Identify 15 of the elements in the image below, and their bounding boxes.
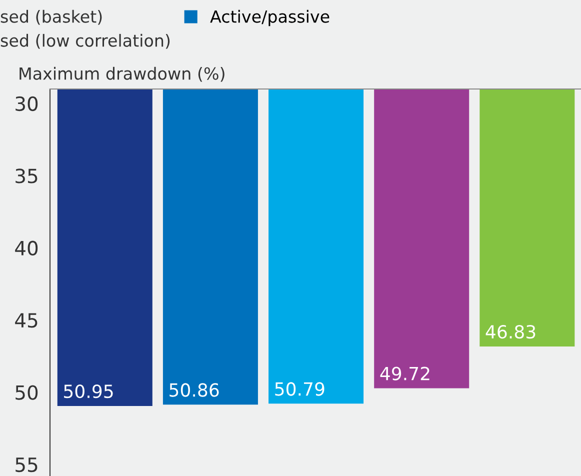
text: sed (basket) — [0, 10, 102, 25]
y-tick-label: 50 — [16, 385, 38, 400]
text: sed (low correlation) — [0, 34, 170, 49]
y-tick-label: 35 — [16, 168, 38, 184]
data-label: 50.86 — [170, 383, 219, 397]
y-tick-label: 30 — [16, 96, 38, 112]
y-tick-label: 45 — [15, 313, 38, 328]
data-label: 50.95 — [64, 384, 113, 398]
data-label: 49.72 — [380, 366, 430, 380]
data-label: 46.83 — [486, 324, 536, 339]
y-tick-label: 40 — [15, 240, 38, 256]
legend-label: Active/passive — [210, 10, 330, 26]
y-tick-label: 55 — [16, 458, 38, 472]
y-axis-title: Maximum drawdown (%) — [20, 66, 224, 82]
data-label: 50.79 — [275, 382, 324, 396]
